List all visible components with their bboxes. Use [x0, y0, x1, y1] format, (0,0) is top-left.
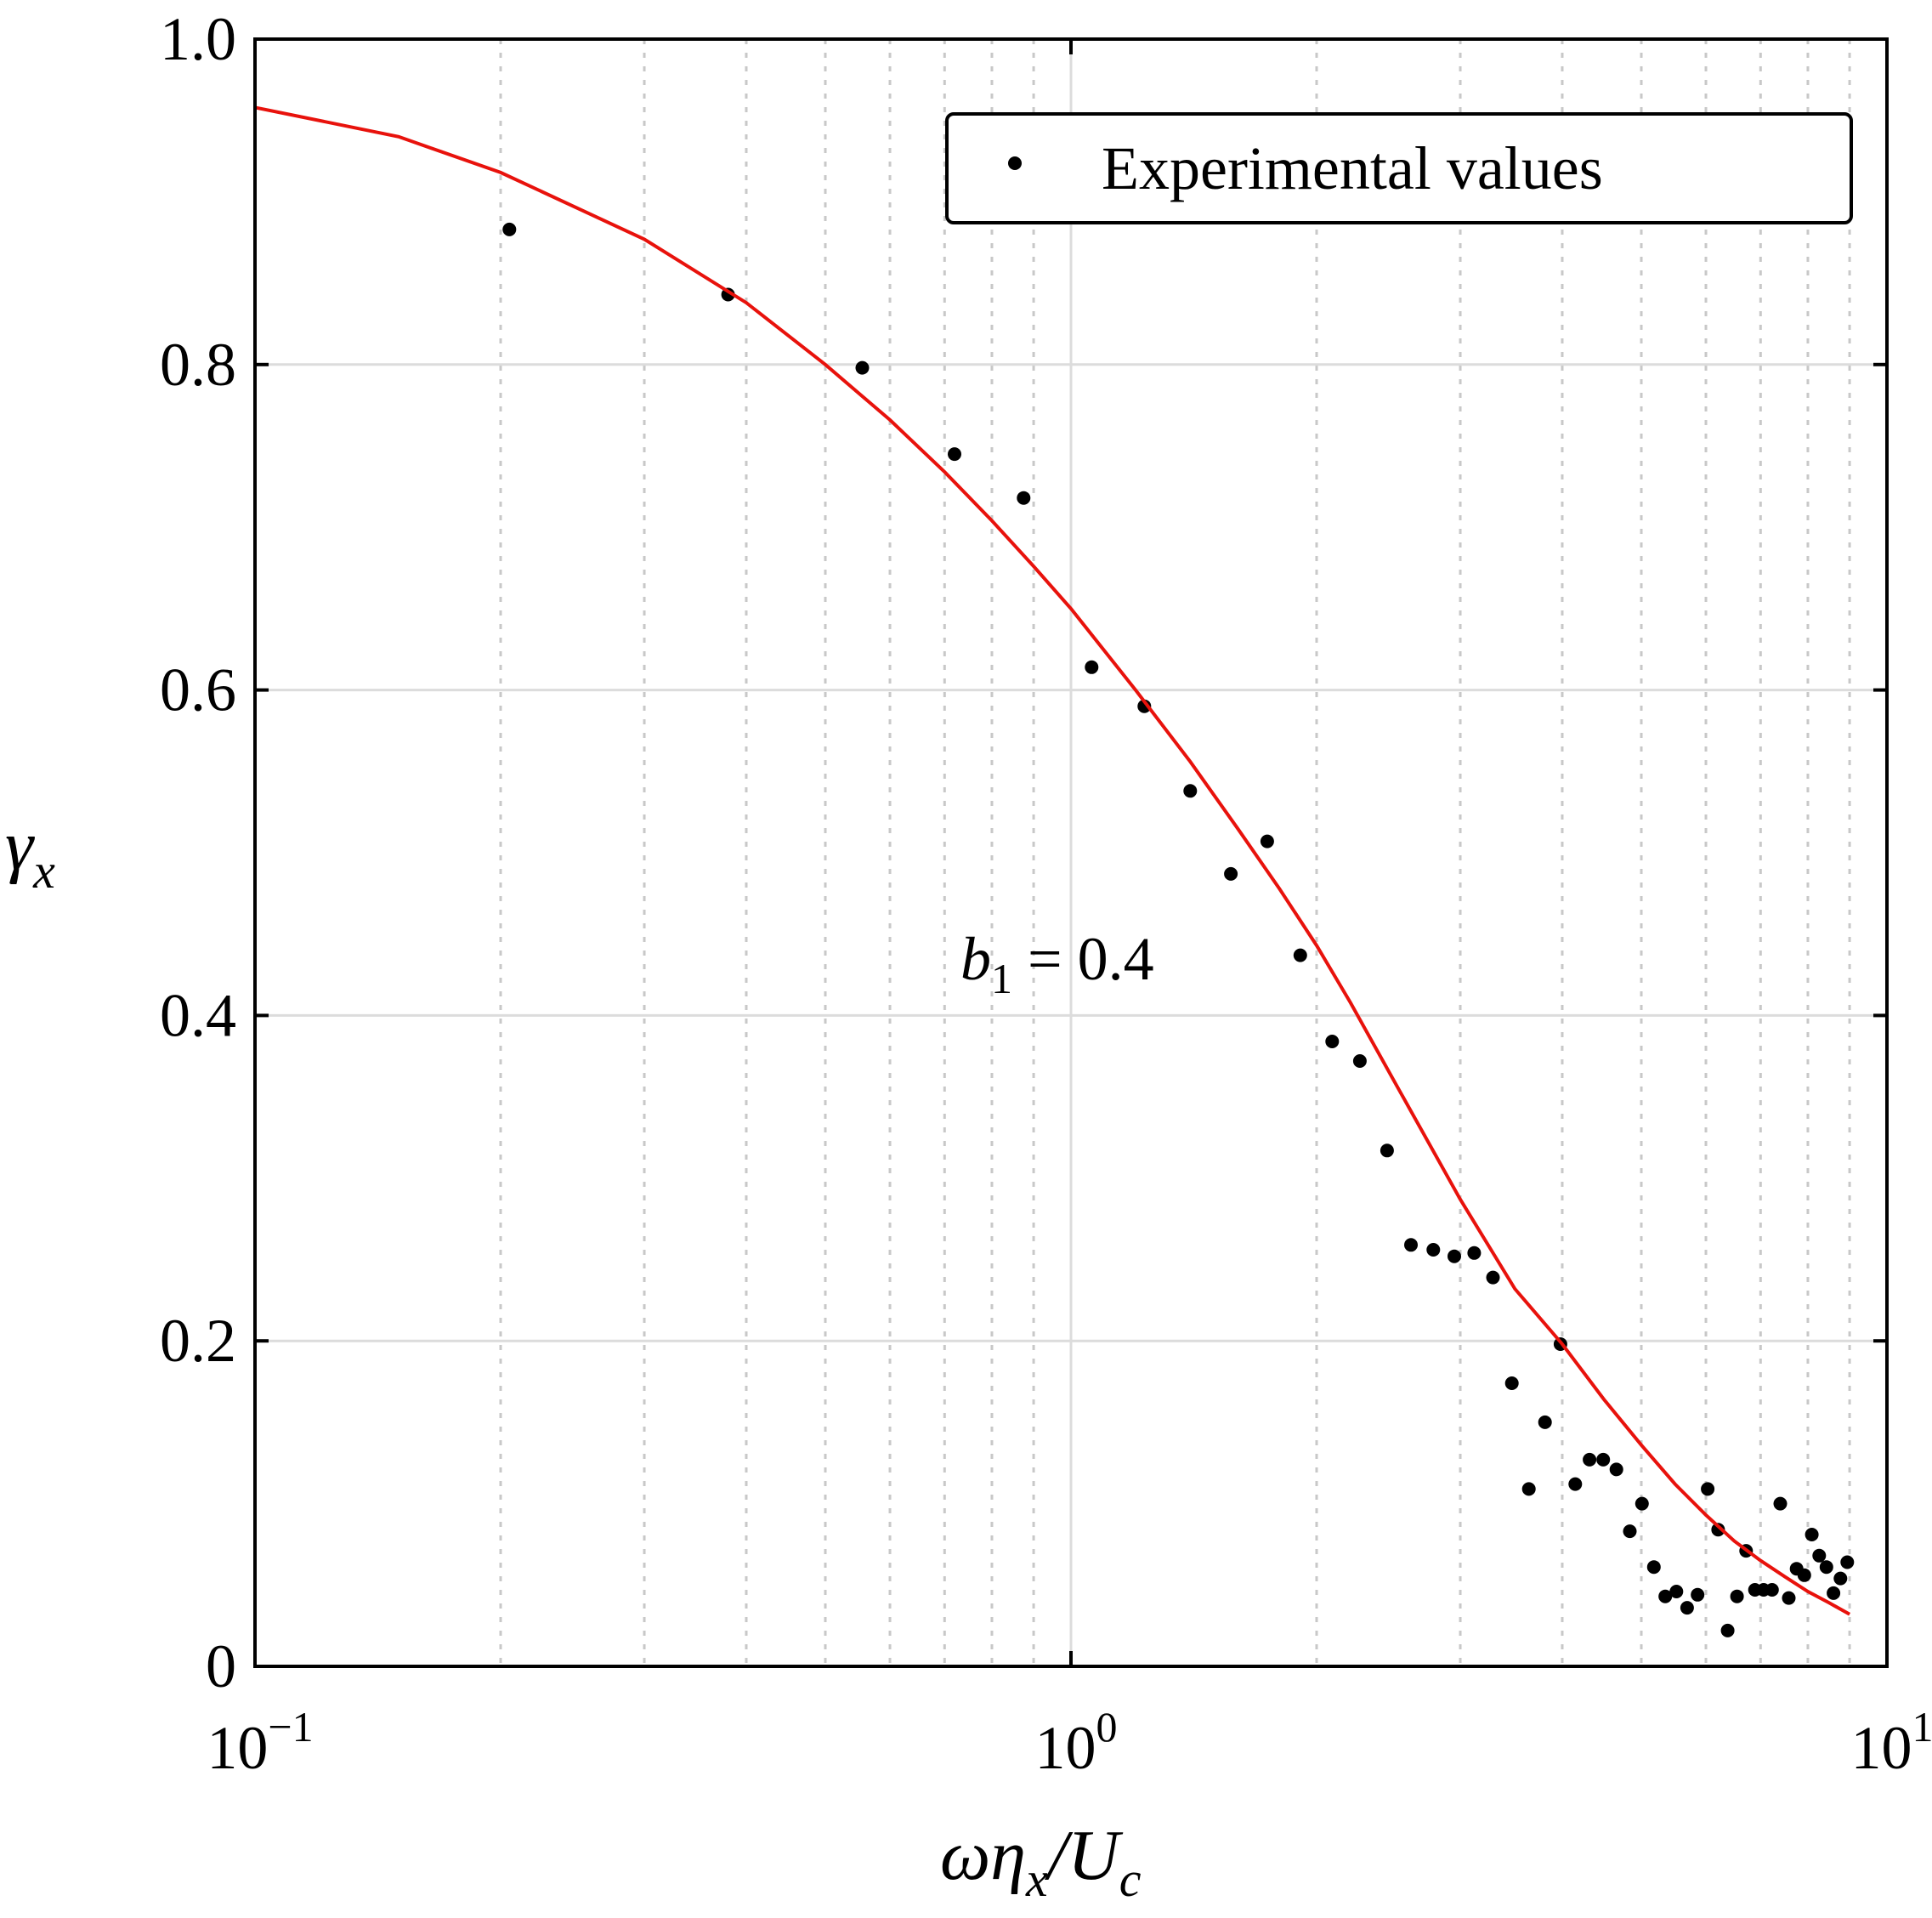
- data-point: [948, 447, 961, 461]
- data-point: [1798, 1569, 1811, 1582]
- data-point: [1833, 1572, 1847, 1586]
- data-point: [1568, 1478, 1582, 1491]
- data-point: [1680, 1601, 1694, 1614]
- data-point: [1017, 491, 1030, 505]
- annotation-sub: 1: [991, 955, 1012, 1002]
- data-point: [1765, 1583, 1779, 1597]
- grid-layer: [255, 39, 1887, 1666]
- y-tick-label: 0.4: [160, 981, 236, 1049]
- data-point: [1294, 949, 1307, 962]
- tick-layer: 0 0.2 0.4 0.6 0.8 1.0 10−1 100 101: [160, 5, 1932, 1782]
- series-layer: [255, 107, 1854, 1637]
- x-tick-label: 100: [1035, 1703, 1118, 1782]
- data-point: [1805, 1528, 1819, 1541]
- data-point: [856, 361, 870, 375]
- data-point: [1224, 867, 1238, 881]
- y-tick-label: 0: [206, 1632, 236, 1700]
- data-point: [1538, 1416, 1552, 1429]
- annotation-b: b: [960, 925, 991, 993]
- data-point: [1404, 1238, 1418, 1251]
- legend-marker: [1008, 156, 1022, 170]
- data-point: [1583, 1453, 1596, 1467]
- data-point: [1448, 1250, 1461, 1263]
- data-point: [1467, 1246, 1481, 1260]
- data-point: [1647, 1560, 1661, 1574]
- data-point: [1701, 1482, 1714, 1495]
- fit-curve-line: [255, 107, 1850, 1614]
- data-point: [1426, 1243, 1440, 1257]
- data-point: [1522, 1482, 1536, 1495]
- data-point: [1820, 1560, 1833, 1574]
- data-point: [1610, 1462, 1623, 1476]
- data-point: [1596, 1453, 1610, 1467]
- data-point: [1325, 1035, 1339, 1048]
- data-point: [1183, 784, 1197, 797]
- annotation-rest: = 0.4: [1012, 925, 1154, 993]
- data-point: [1635, 1497, 1649, 1511]
- y-axis-label: γx: [5, 806, 55, 899]
- x-axis-label: ωηx/Uc: [940, 1816, 1142, 1907]
- data-point: [1782, 1592, 1796, 1605]
- data-point: [1840, 1556, 1854, 1569]
- data-point: [1691, 1588, 1704, 1602]
- data-point: [1721, 1624, 1735, 1637]
- legend-label: Experimental values: [1102, 134, 1603, 202]
- data-point: [1261, 835, 1274, 848]
- data-point: [1380, 1143, 1394, 1157]
- data-point: [1731, 1590, 1744, 1603]
- x-tick-label: 101: [1851, 1703, 1932, 1782]
- data-point: [1774, 1497, 1788, 1511]
- y-tick-label: 0.2: [160, 1307, 236, 1375]
- x-tick-label: 10−1: [207, 1703, 313, 1782]
- data-point: [1505, 1376, 1519, 1390]
- data-point: [502, 223, 516, 236]
- y-tick-label: 0.6: [160, 656, 236, 724]
- data-point: [1085, 661, 1098, 674]
- annotation-b1: b1 = 0.4: [960, 925, 1154, 1002]
- data-point: [1812, 1549, 1826, 1563]
- data-point: [1353, 1054, 1367, 1068]
- y-tick-label: 0.8: [160, 331, 236, 399]
- legend: Experimental values: [947, 114, 1851, 223]
- y-tick-label: 1.0: [160, 5, 236, 73]
- data-point: [1669, 1585, 1683, 1598]
- data-point: [1623, 1524, 1637, 1538]
- data-point: [1827, 1586, 1840, 1600]
- data-point: [1487, 1271, 1500, 1285]
